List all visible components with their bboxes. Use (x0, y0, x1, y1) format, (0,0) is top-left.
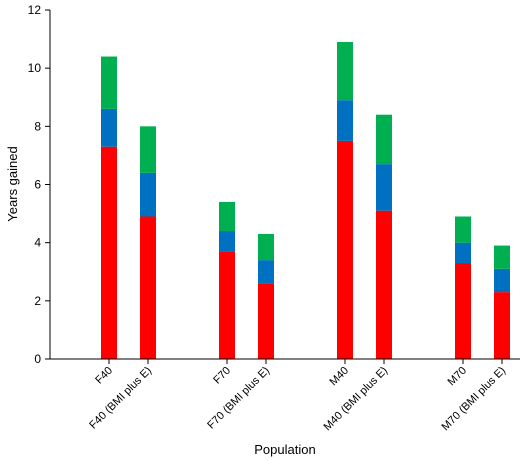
bar-segment-1-3 (258, 283, 274, 359)
x-axis-label: Population (254, 442, 315, 457)
bar-segment-3-7 (494, 245, 510, 269)
bar-segment-3-0 (101, 56, 117, 109)
x-tick-label: F70 (211, 365, 233, 387)
bar-segment-2-3 (258, 260, 274, 284)
bar-segment-2-7 (494, 268, 510, 293)
bar-segment-3-1 (140, 126, 156, 173)
bar-segment-3-6 (455, 216, 471, 243)
x-tick-label: M40 (327, 365, 351, 389)
bar-segment-2-0 (101, 108, 117, 147)
bar-segment-2-5 (376, 164, 392, 211)
bars (101, 41, 510, 359)
bar-segment-1-2 (219, 251, 235, 359)
bar-segment-1-4 (337, 140, 353, 359)
x-tick-label: M70 (445, 365, 469, 389)
bar-segment-3-4 (337, 41, 353, 101)
bar-segment-1-0 (101, 146, 117, 359)
bar-segment-2-2 (219, 231, 235, 252)
bar-segment-1-7 (494, 292, 510, 359)
y-tick-label: 10 (28, 61, 42, 75)
bar-segment-1-1 (140, 216, 156, 359)
y-axis-ticks: 0 2 4 6 8 10 12 (28, 3, 50, 366)
bar-segment-1-5 (376, 210, 392, 359)
y-tick-label: 8 (34, 119, 41, 133)
bar-segment-1-6 (455, 263, 471, 359)
bar-segment-2-6 (455, 242, 471, 264)
bar-segment-3-2 (219, 201, 235, 232)
bar-segment-2-1 (140, 172, 156, 217)
bar-segment-2-4 (337, 100, 353, 141)
bar-segment-3-5 (376, 114, 392, 165)
y-axis-label: Years gained (5, 146, 20, 221)
y-tick-label: 6 (34, 178, 41, 192)
bar-segment-3-3 (258, 233, 274, 261)
y-tick-label: 0 (34, 352, 41, 366)
y-tick-label: 2 (34, 294, 41, 308)
x-tick-label: F40 (93, 365, 115, 387)
y-tick-label: 4 (34, 236, 41, 250)
y-tick-label: 12 (28, 3, 42, 17)
